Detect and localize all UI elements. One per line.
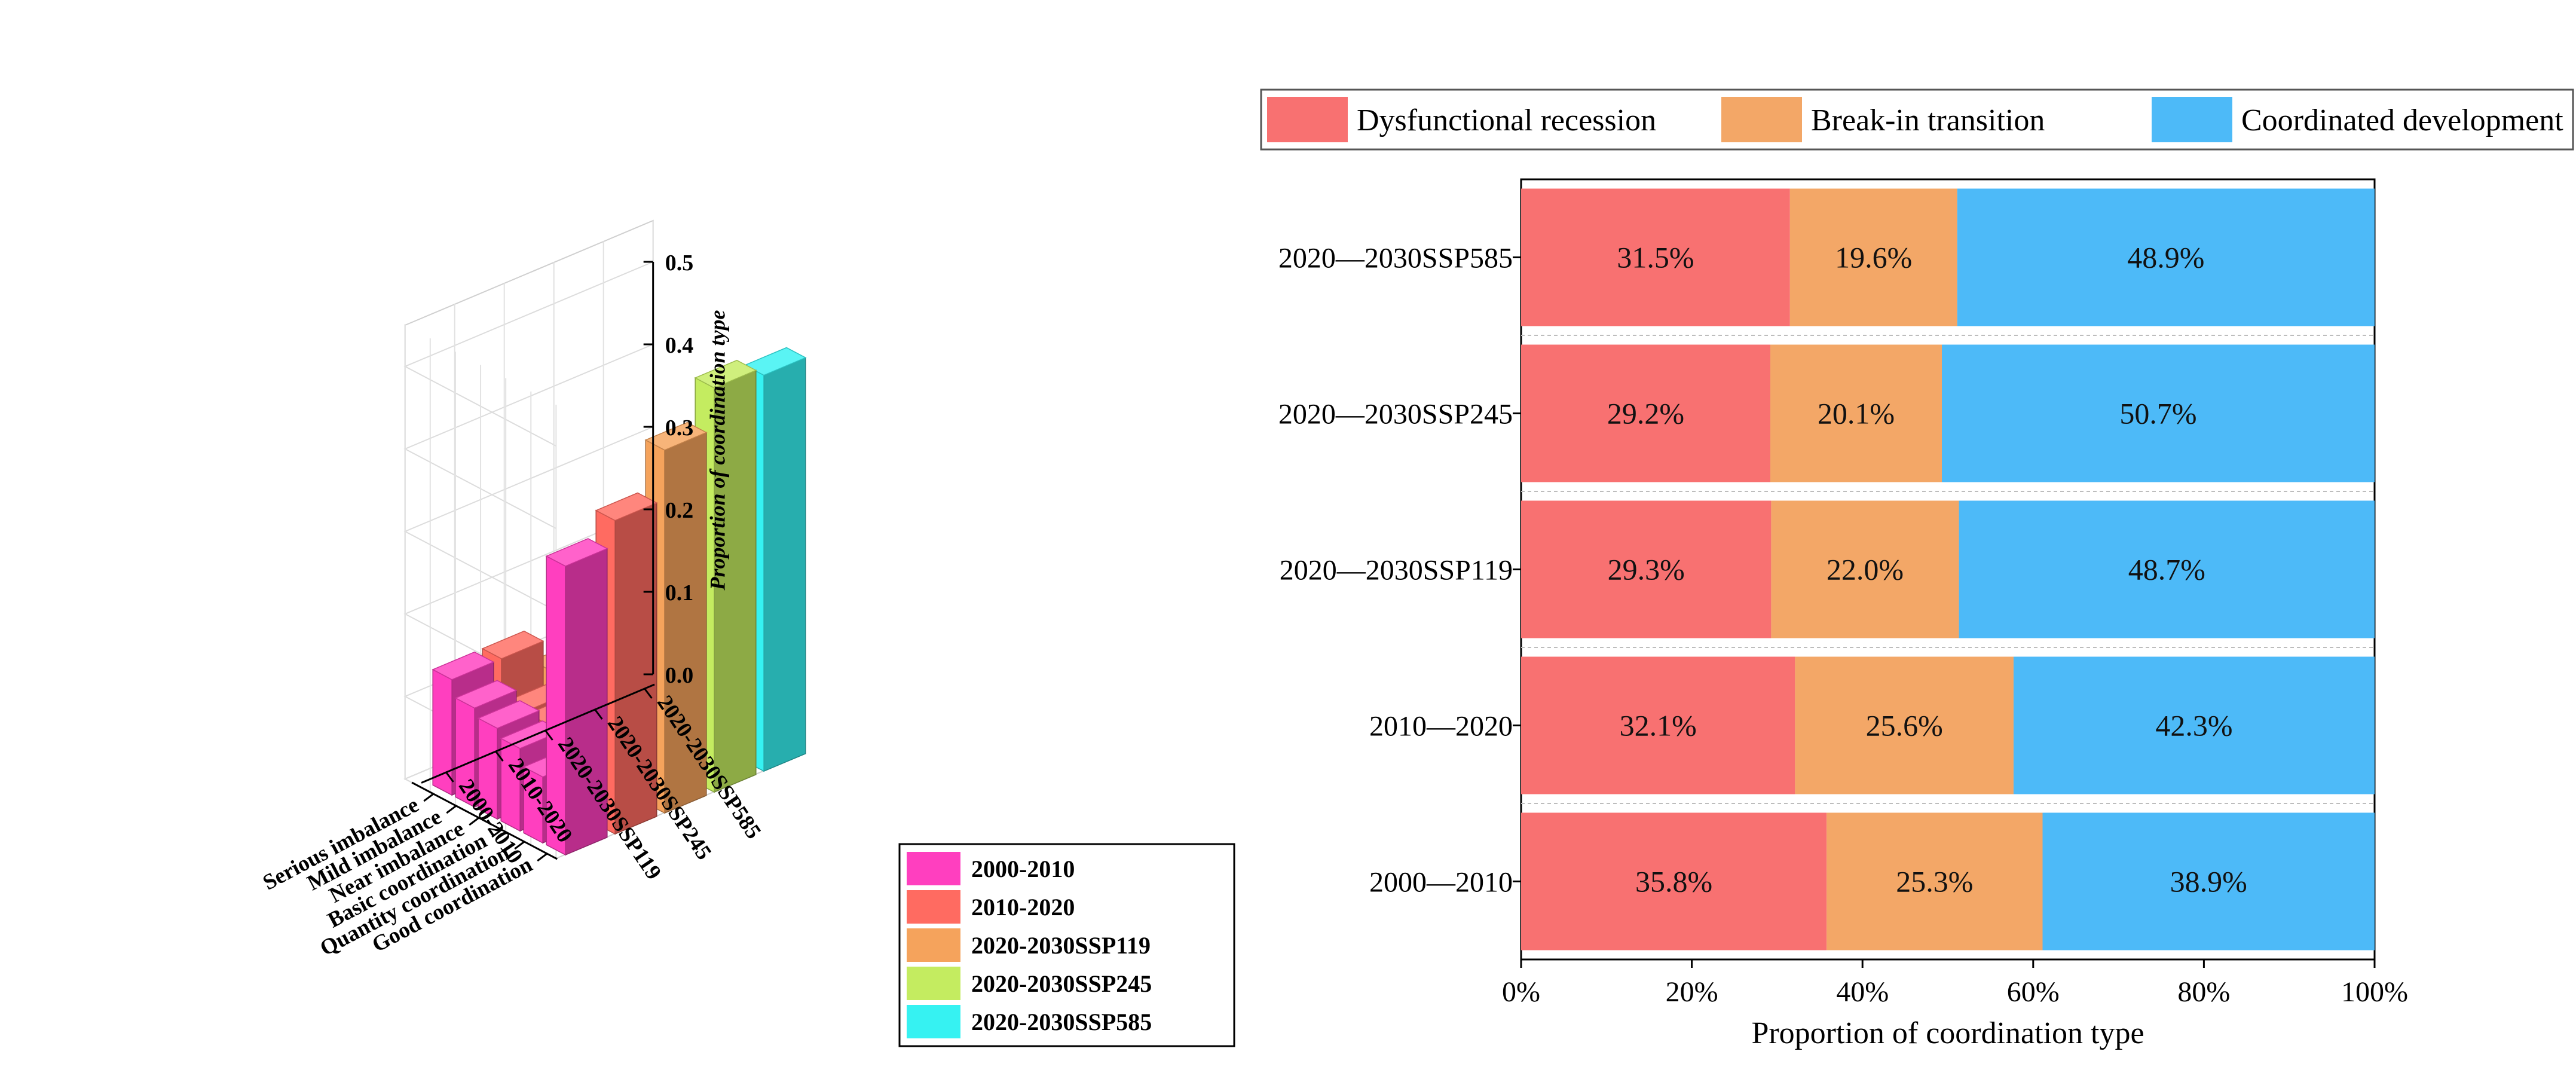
chart-stacked-bars: 31.5% 19.6% 48.9% 2020—2030SSP585 29.2% 20.1%… — [1260, 88, 2574, 1050]
legend-swatch — [907, 1005, 960, 1038]
stacked-bar-segment — [1771, 500, 1959, 638]
stacked-bar-segment — [1957, 188, 2375, 326]
segment-value-label: 35.8% — [1635, 865, 1712, 898]
bar-3d — [545, 538, 608, 856]
bar-top-face — [432, 651, 495, 680]
x-axis-title: Proportion of coordination type — [1751, 1016, 2144, 1050]
period-tick — [445, 772, 454, 783]
stacked-bar-segment — [1770, 344, 1942, 482]
x-tick-label: 20% — [1666, 976, 1718, 1008]
segment-value-label: 32.1% — [1620, 709, 1697, 742]
z-tick-label: 0.2 — [665, 498, 694, 523]
segment-value-label: 31.5% — [1617, 241, 1694, 274]
stacked-bar-segment — [1521, 656, 1795, 794]
stacked-bar-segment — [1521, 500, 1772, 638]
stacked-bar-segment — [1521, 812, 1827, 950]
segment-value-label: 25.6% — [1866, 709, 1943, 742]
bar-top-face — [644, 421, 708, 451]
category-label: 2020—2030SSP119 — [1280, 555, 1513, 586]
x-tick-label: 40% — [1836, 976, 1889, 1008]
segment-value-label: 50.7% — [2119, 397, 2196, 430]
category-label: 2020—2030SSP585 — [1278, 243, 1513, 274]
stacked-bar-segment — [2042, 812, 2375, 950]
bar-top-face — [545, 538, 608, 567]
segment-value-label: 25.3% — [1896, 865, 1973, 898]
z-tick-label: 0.4 — [665, 333, 694, 358]
stacked-bar-segment — [1959, 500, 2375, 638]
segment-value-label: 20.1% — [1818, 397, 1895, 430]
legend-label: 2010-2020 — [971, 894, 1075, 921]
segment-value-label: 22.0% — [1827, 553, 1904, 586]
bar-top-face — [694, 359, 757, 389]
legend-label: 2000-2010 — [971, 855, 1075, 882]
stacked-bar-segment — [1942, 344, 2375, 482]
segment-value-label: 19.6% — [1835, 241, 1912, 274]
legend-swatch — [1721, 97, 1802, 142]
period-tick — [495, 751, 504, 762]
z-tick-label: 0.3 — [665, 415, 694, 441]
legend-label: 2020-2030SSP119 — [971, 932, 1151, 959]
category-label: 2010—2020 — [1369, 711, 1513, 742]
category-tick — [514, 841, 525, 850]
segment-value-label: 29.2% — [1607, 397, 1684, 430]
x-tick-label: 100% — [2341, 976, 2408, 1008]
bar-side-face — [763, 357, 806, 772]
z-tick-label: 0.1 — [665, 580, 694, 606]
legend-label: 2020-2030SSP585 — [971, 1008, 1152, 1035]
legend-label: Break-in transition — [1811, 103, 2045, 137]
x-tick-label: 60% — [2007, 976, 2060, 1008]
legend-swatch — [2152, 97, 2232, 142]
bar-top-face — [481, 630, 544, 659]
legend-swatch — [1267, 97, 1348, 142]
segment-value-label: 42.3% — [2155, 709, 2232, 742]
category-axis-line — [411, 781, 558, 860]
stacked-bar-segment — [1795, 656, 2014, 794]
period-tick — [644, 688, 653, 699]
stacked-bar-segment — [1827, 812, 2043, 950]
legend-swatch — [907, 852, 960, 885]
period-tick — [544, 730, 553, 741]
category-label: 2000—2010 — [1369, 867, 1513, 898]
legend-swatch — [907, 928, 960, 962]
segment-value-label: 48.9% — [2127, 241, 2204, 274]
category-tick — [446, 805, 457, 814]
legend-label: Coordinated development — [2241, 103, 2563, 137]
stacked-bar-segment — [1521, 344, 1770, 482]
period-tick — [594, 709, 603, 720]
x-tick-label: 0% — [1502, 976, 1540, 1008]
legend-swatch — [907, 890, 960, 924]
bar-top-face — [595, 492, 658, 521]
legend-box-stacked — [1260, 88, 2574, 151]
x-tick-label: 80% — [2177, 976, 2230, 1008]
segment-value-label: 48.7% — [2128, 553, 2205, 586]
z-axis-title: Proportion of coordination type — [706, 310, 730, 591]
category-tick — [537, 852, 548, 862]
stacked-bar-segment — [1789, 188, 1957, 326]
z-tick-label: 0.0 — [665, 663, 694, 688]
period-axis-line — [421, 683, 655, 784]
legend-swatch — [907, 967, 960, 1000]
bar-top-face — [477, 700, 540, 729]
bar-top-face — [454, 680, 518, 709]
category-label: 2020—2030SSP245 — [1278, 399, 1513, 430]
stacked-bar-segment — [1521, 188, 1790, 326]
chart-3d-bars: 0.0 0.1 0.2 0.3 0.4 0.5 Proportion of coordina… — [259, 219, 1235, 1047]
category-tick — [491, 829, 503, 838]
segment-value-label: 38.9% — [2170, 865, 2247, 898]
category-tick — [469, 817, 480, 826]
category-tick — [423, 793, 435, 802]
stacked-bar-segment — [2013, 656, 2375, 794]
legend-label: Dysfunctional recession — [1357, 103, 1656, 137]
legend-label: 2020-2030SSP245 — [971, 970, 1152, 997]
z-tick-label: 0.5 — [665, 250, 694, 276]
segment-value-label: 29.3% — [1608, 553, 1685, 586]
